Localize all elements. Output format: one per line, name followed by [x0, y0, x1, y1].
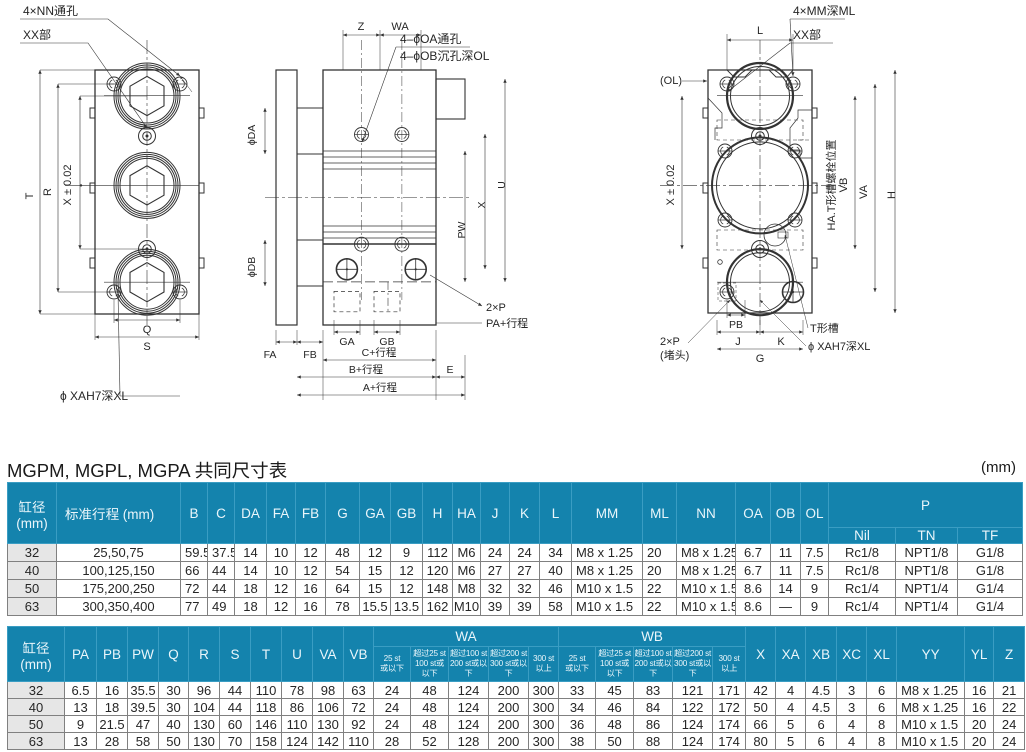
svg-text:J: J [735, 336, 741, 348]
svg-text:R: R [42, 188, 54, 196]
svg-text:L: L [757, 25, 763, 37]
svg-text:VA: VA [858, 184, 870, 199]
svg-text:VB: VB [838, 178, 850, 193]
svg-text:GA: GA [339, 336, 354, 348]
svg-text:S: S [143, 341, 150, 353]
svg-text:X: X [476, 201, 488, 208]
svg-text:PW: PW [456, 221, 468, 238]
svg-text:4×MM深ML: 4×MM深ML [793, 4, 856, 18]
svg-text:G: G [756, 353, 765, 365]
svg-text:2×P: 2×P [486, 302, 506, 314]
svg-text:XX部: XX部 [23, 28, 51, 42]
svg-text:C+行程: C+行程 [362, 347, 397, 359]
svg-text:4–ϕOB沉孔深OL: 4–ϕOB沉孔深OL [400, 49, 490, 63]
svg-text:FB: FB [303, 349, 316, 361]
svg-text:Z: Z [358, 21, 365, 33]
svg-text:ϕDB: ϕDB [246, 257, 258, 277]
svg-text:4–ϕOA通孔: 4–ϕOA通孔 [400, 32, 461, 46]
svg-text:2×P: 2×P [660, 336, 680, 348]
svg-text:Q: Q [143, 324, 152, 336]
svg-text:XX部: XX部 [793, 28, 821, 42]
svg-text:HA.T形槽螺栓位置: HA.T形槽螺栓位置 [825, 139, 838, 230]
svg-text:PB: PB [729, 319, 743, 331]
svg-text:ϕ XAH7深XL: ϕ XAH7深XL [808, 340, 870, 353]
svg-text:PA+行程: PA+行程 [486, 317, 528, 330]
svg-text:K: K [777, 336, 785, 348]
svg-text:T: T [24, 192, 36, 199]
svg-text:ϕ XAH7深XL: ϕ XAH7深XL [60, 389, 128, 403]
svg-text:(堵头): (堵头) [660, 350, 689, 362]
svg-text:E: E [446, 364, 453, 376]
svg-text:X ± 0.02: X ± 0.02 [62, 165, 74, 206]
svg-text:(OL): (OL) [660, 75, 682, 87]
svg-text:T形槽: T形槽 [810, 322, 839, 335]
svg-text:X ± 0.02: X ± 0.02 [665, 165, 677, 206]
svg-text:B+行程: B+行程 [349, 364, 384, 376]
svg-text:U: U [496, 181, 508, 189]
svg-text:FA: FA [264, 349, 277, 361]
svg-text:ϕDA: ϕDA [246, 125, 258, 145]
svg-text:4×NN通孔: 4×NN通孔 [23, 4, 78, 18]
svg-text:H: H [886, 191, 898, 199]
svg-text:A+行程: A+行程 [363, 382, 398, 394]
